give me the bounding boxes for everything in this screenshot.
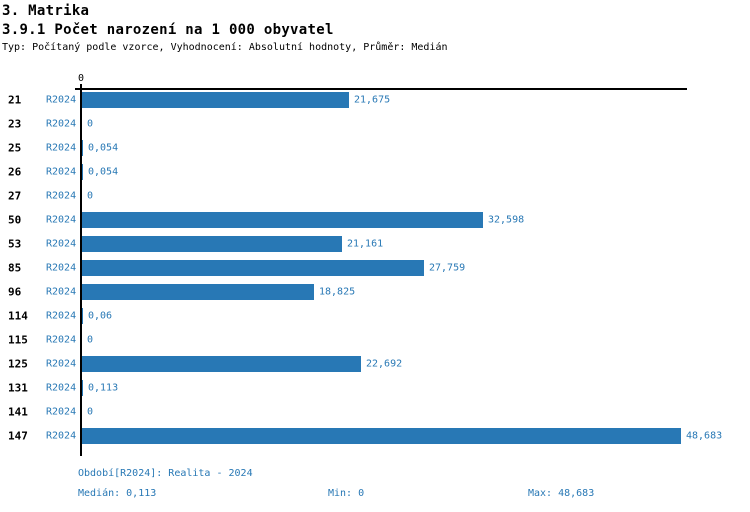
bar-value-label: 0 [87,406,94,418]
chart-row: 115 R2024 0 [0,328,750,352]
x-axis-line [75,88,687,90]
row-category-label: 147 [8,429,28,443]
row-series-label: R2024 [46,334,77,346]
y-axis-line [80,84,82,456]
footer-median-label: Medián: 0,113 [78,488,157,499]
row-category-label: 125 [8,357,28,371]
chart-row: 26 R2024 0,054 [0,160,750,184]
row-series-label: R2024 [46,238,77,250]
bar-value-label: 32,598 [488,214,525,226]
bar-value-label: 48,683 [686,430,723,442]
chart-row: 85 R2024 27,759 [0,256,750,280]
row-category-label: 50 [8,213,22,227]
bar-value-label: 21,675 [354,94,391,106]
row-category-label: 96 [8,285,22,299]
row-series-label: R2024 [46,382,77,394]
bar-value-label: 22,692 [366,358,403,370]
bar-value-label: 0 [87,118,94,130]
chart-row: 114 R2024 0,06 [0,304,750,328]
bar-value-label: 0,054 [88,142,119,154]
row-series-label: R2024 [46,142,77,154]
footer-min-label: Min: 0 [328,488,365,499]
bar [82,164,83,180]
bar-value-label: 0,054 [88,166,119,178]
bar [82,380,83,396]
chart-row: 23 R2024 0 [0,112,750,136]
row-category-label: 141 [8,405,28,419]
bar [82,308,83,324]
chart-meta-line: Typ: Počítaný podle vzorce, Vyhodnocení:… [2,42,448,53]
row-series-label: R2024 [46,166,77,178]
chart-row: 96 R2024 18,825 [0,280,750,304]
chart-row: 147 R2024 48,683 [0,424,750,448]
bar [82,236,342,252]
chart-row: 141 R2024 0 [0,400,750,424]
bar [82,356,361,372]
chart-row: 25 R2024 0,054 [0,136,750,160]
row-series-label: R2024 [46,310,77,322]
row-category-label: 21 [8,93,22,107]
chart-row: 27 R2024 0 [0,184,750,208]
row-series-label: R2024 [46,430,77,442]
bar-value-label: 18,825 [319,286,356,298]
row-series-label: R2024 [46,358,77,370]
bar-value-label: 0 [87,334,94,346]
row-category-label: 114 [8,309,28,323]
page-title: 3. Matrika [2,3,90,19]
bar-chart-rows: 21 R2024 21,675 23 R2024 0 25 R2024 0,054 26 R2024… [0,88,750,448]
chart-row: 131 R2024 0,113 [0,376,750,400]
row-series-label: R2024 [46,214,77,226]
row-category-label: 115 [8,333,28,347]
bar [82,92,349,108]
row-category-label: 25 [8,141,22,155]
bar-value-label: 21,161 [347,238,384,250]
row-category-label: 27 [8,189,22,203]
chart-row: 53 R2024 21,161 [0,232,750,256]
bar-value-label: 27,759 [429,262,466,274]
x-axis-zero-tick-label: 0 [77,73,85,84]
row-series-label: R2024 [46,118,77,130]
bar [82,212,483,228]
bar [82,428,681,444]
row-category-label: 26 [8,165,22,179]
row-series-label: R2024 [46,286,77,298]
row-category-label: 131 [8,381,28,395]
bar-value-label: 0,06 [88,310,113,322]
row-category-label: 85 [8,261,22,275]
row-series-label: R2024 [46,94,77,106]
row-series-label: R2024 [46,190,77,202]
footer-period-label: Období[R2024]: Realita - 2024 [78,468,253,479]
chart-row: 21 R2024 21,675 [0,88,750,112]
bar [82,140,83,156]
bar-value-label: 0,113 [88,382,119,394]
footer-max-label: Max: 48,683 [528,488,595,499]
bar [82,260,424,276]
row-series-label: R2024 [46,262,77,274]
bar [82,284,314,300]
row-series-label: R2024 [46,406,77,418]
row-category-label: 53 [8,237,22,251]
chart-row: 50 R2024 32,598 [0,208,750,232]
bar-value-label: 0 [87,190,94,202]
chart-row: 125 R2024 22,692 [0,352,750,376]
chart-title: 3.9.1 Počet narození na 1 000 obyvatel [2,22,334,38]
row-category-label: 23 [8,117,22,131]
